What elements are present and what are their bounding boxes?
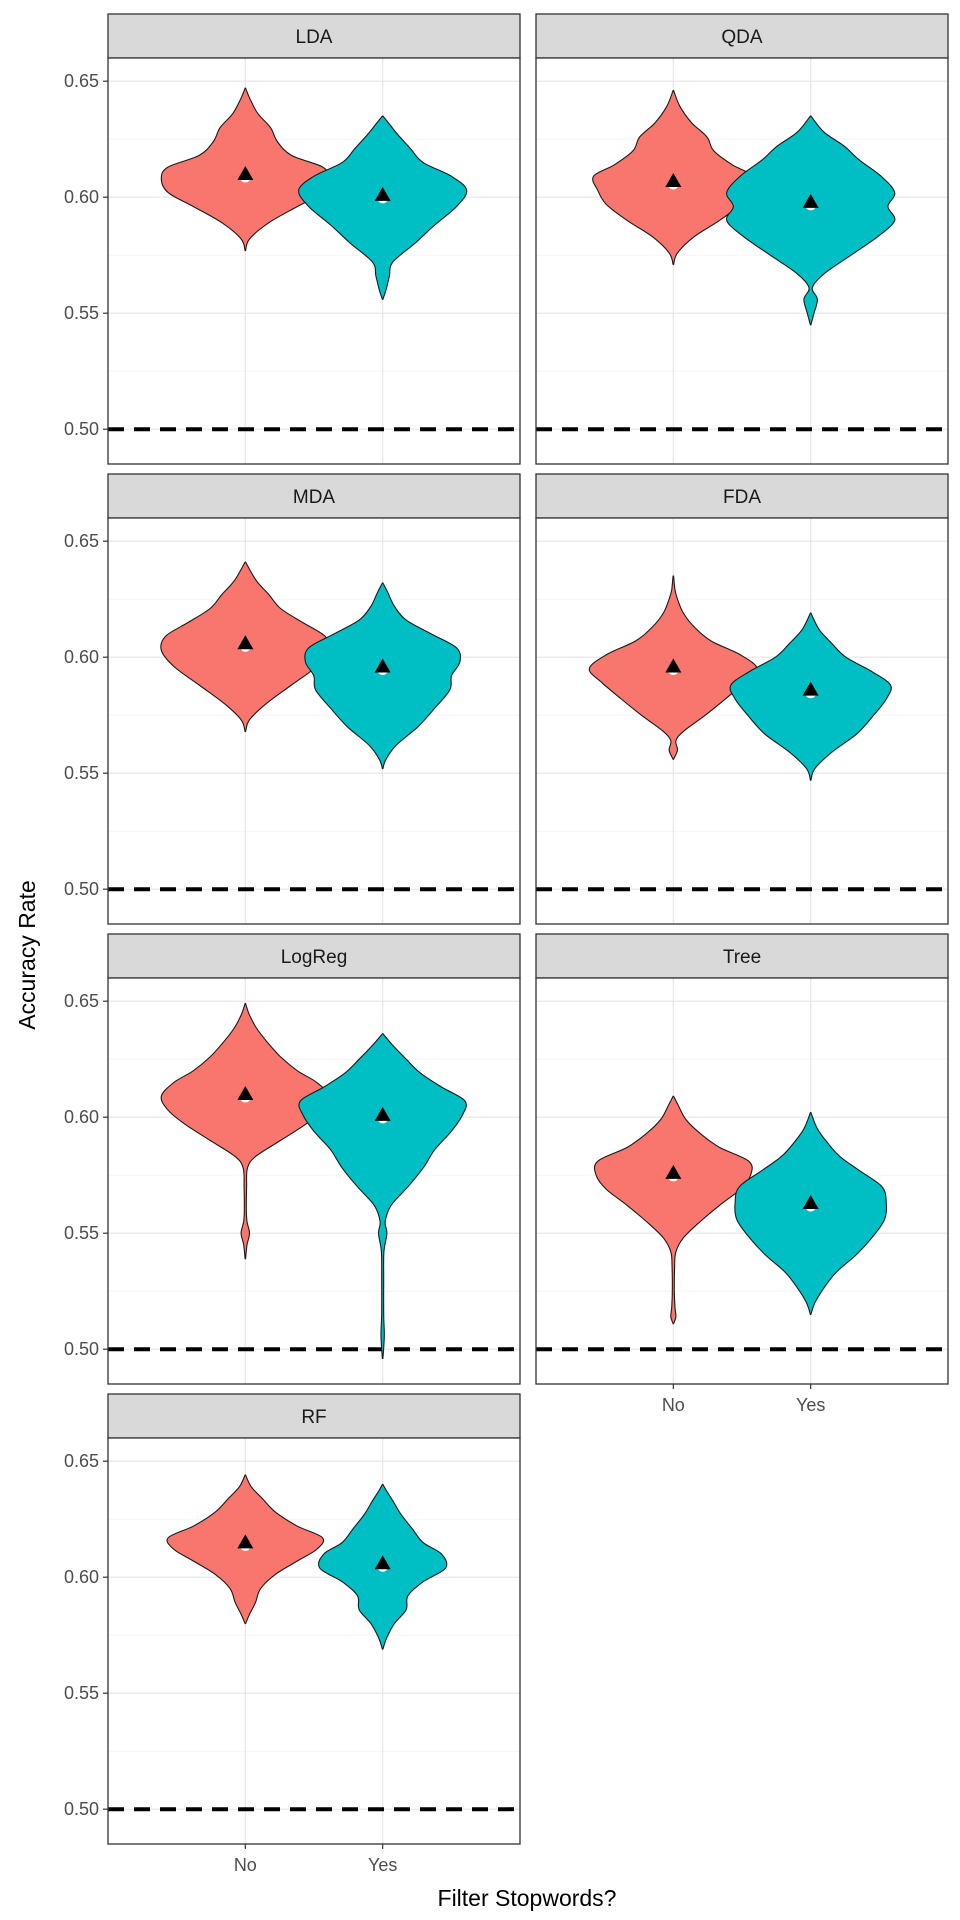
strip-label-fda: FDA	[723, 487, 761, 508]
mean-marker-mda-no	[237, 635, 254, 650]
y-tick-label: 0.60	[64, 1107, 99, 1127]
y-tick-label: 0.60	[64, 1567, 99, 1587]
violin-logreg-no	[160, 1002, 331, 1260]
panel-border	[535, 977, 949, 1385]
panel-mda: MDA 0.50 0.55 0.60 0.65	[64, 473, 521, 925]
mean-marker-fda-yes	[802, 681, 819, 696]
mean-marker-rf-yes	[374, 1555, 391, 1570]
mean-marker-logreg-yes	[374, 1106, 391, 1121]
strip-label-mda: MDA	[293, 487, 336, 508]
mean-marker-rf-no	[237, 1534, 254, 1549]
panel-border	[107, 1437, 521, 1845]
y-tick-label: 0.60	[64, 187, 99, 207]
mean-marker-logreg-no	[237, 1086, 254, 1100]
strip-logreg	[107, 933, 521, 979]
panel-border	[107, 517, 521, 925]
y-tick-label: 0.55	[64, 763, 99, 783]
violin-logreg-yes	[298, 1033, 467, 1360]
panel-border	[535, 57, 949, 465]
strip-label-qda: QDA	[721, 27, 763, 48]
panel-lda: LDA 0.50 0.55 0.60 0.65	[64, 13, 521, 465]
y-tick-label: 0.65	[64, 71, 99, 91]
y-axis-title: Accuracy Rate	[14, 880, 40, 1030]
violin-tree-no	[593, 1095, 753, 1325]
x-tick-label: No	[234, 1855, 257, 1875]
strip-rf	[107, 1393, 521, 1439]
y-tick-label: 0.55	[64, 1683, 99, 1703]
panel-border	[535, 517, 949, 925]
mean-marker-lda-yes	[374, 186, 391, 201]
panel-rf: RF 0.50 0.55 0.60 0.65 No Yes	[64, 1393, 521, 1875]
panel-qda: QDA	[535, 13, 949, 465]
violin-tree-yes	[734, 1112, 888, 1315]
strip-qda	[535, 13, 949, 59]
y-tick-label: 0.65	[64, 1451, 99, 1471]
violin-qda-yes	[725, 115, 896, 326]
mean-marker-tree-no	[665, 1164, 682, 1179]
panel-border	[107, 977, 521, 1385]
x-tick-label: No	[662, 1395, 685, 1415]
panel-fda: FDA	[535, 473, 949, 925]
y-tick-label: 0.65	[64, 991, 99, 1011]
strip-tree	[535, 933, 949, 979]
mean-marker-qda-yes	[802, 193, 819, 208]
mean-marker-fda-no	[665, 658, 682, 673]
y-tick-label: 0.55	[64, 303, 99, 323]
strip-label-tree: Tree	[723, 947, 761, 968]
y-tick-label: 0.60	[64, 647, 99, 667]
plot-background	[108, 518, 520, 924]
y-tick-label: 0.50	[64, 1799, 99, 1819]
x-tick-label: Yes	[796, 1395, 825, 1415]
x-tick-label: Yes	[368, 1855, 397, 1875]
violin-mda-yes	[304, 582, 462, 770]
mean-marker-lda-no	[237, 166, 254, 180]
plot-background	[108, 978, 520, 1384]
mean-marker-mda-yes	[374, 658, 391, 673]
strip-label-logreg: LogReg	[281, 947, 348, 968]
strip-lda	[107, 13, 521, 59]
plot-background	[108, 58, 520, 464]
y-tick-label: 0.50	[64, 1339, 99, 1359]
mean-marker-tree-yes	[802, 1195, 819, 1210]
panel-tree: Tree No Yes	[535, 933, 949, 1415]
panel-logreg: LogReg 0.50 0.55 0.60 0.65	[64, 933, 521, 1385]
y-tick-label: 0.50	[64, 419, 99, 439]
y-tick-label: 0.65	[64, 531, 99, 551]
violin-lda-yes	[298, 115, 468, 300]
x-axis-title: Filter Stopwords?	[438, 1885, 617, 1911]
plot-background	[536, 518, 948, 924]
strip-label-lda: LDA	[296, 27, 333, 48]
plot-background	[108, 1438, 520, 1844]
y-tick-label: 0.55	[64, 1223, 99, 1243]
plot-background	[536, 58, 948, 464]
mean-marker-qda-no	[665, 172, 682, 187]
strip-fda	[535, 473, 949, 519]
panel-border	[107, 57, 521, 465]
strip-label-rf: RF	[301, 1407, 326, 1428]
y-tick-label: 0.50	[64, 879, 99, 899]
